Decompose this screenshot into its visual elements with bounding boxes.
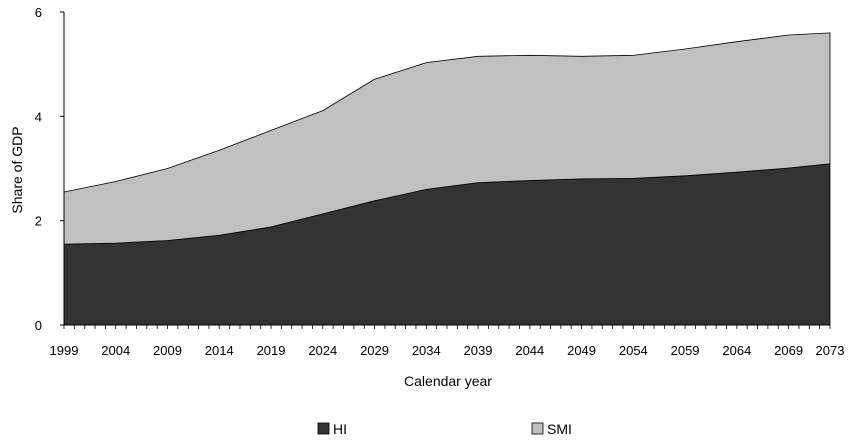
legend: HI SMI <box>317 421 572 437</box>
y-tick-label: 6 <box>35 5 42 20</box>
x-tick-label: 2054 <box>619 343 648 358</box>
legend-label-hi: HI <box>333 421 347 437</box>
y-tick-label: 2 <box>35 214 42 229</box>
x-tick-label: 2004 <box>101 343 130 358</box>
x-tick-label: 2049 <box>567 343 596 358</box>
legend-swatch-hi <box>317 422 330 435</box>
x-tick-label: 2024 <box>308 343 337 358</box>
x-tick-label: 2009 <box>153 343 182 358</box>
x-axis-title: Calendar year <box>404 373 492 389</box>
x-tick-label: 2019 <box>257 343 286 358</box>
x-tick-label: 2014 <box>205 343 234 358</box>
x-tick-label: 2064 <box>722 343 751 358</box>
y-axis-title: Share of GDP <box>9 126 25 213</box>
x-tick-label: 2069 <box>774 343 803 358</box>
x-tick-label: 2034 <box>412 343 441 358</box>
legend-label-smi: SMI <box>547 421 572 437</box>
x-tick-label: 2059 <box>671 343 700 358</box>
area-series-smi <box>63 32 831 245</box>
y-ticks: 0 2 4 6 <box>35 5 64 333</box>
area-layer <box>63 32 831 326</box>
legend-swatch-smi <box>531 422 544 435</box>
x-tick-label: 1999 <box>50 343 79 358</box>
x-tick-label: 2073 <box>816 343 845 358</box>
y-tick-label: 4 <box>35 109 42 124</box>
x-tick-label: 2029 <box>360 343 389 358</box>
y-tick-label: 0 <box>35 318 42 333</box>
x-ticks: 1999 2004 2009 2014 2019 2024 2029 2034 2039 2044… <box>50 325 845 358</box>
x-tick-label: 2039 <box>464 343 493 358</box>
x-tick-label: 2044 <box>515 343 544 358</box>
